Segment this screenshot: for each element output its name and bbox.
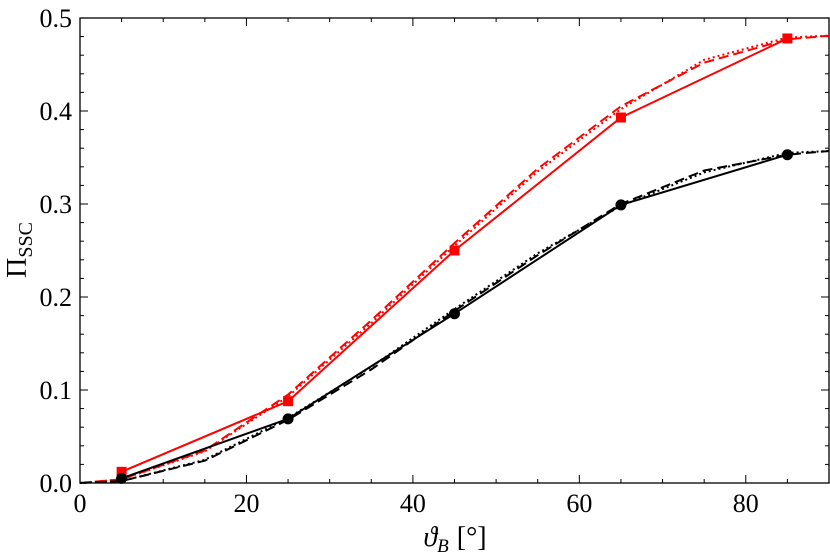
square-marker bbox=[782, 33, 793, 44]
series-group bbox=[79, 34, 830, 484]
x-axis-title: ϑB [°] bbox=[423, 522, 486, 554]
x-axis-unit: [°] bbox=[457, 522, 487, 553]
y-axis-subscript: SSC bbox=[15, 222, 37, 258]
circle-marker bbox=[449, 308, 460, 320]
tick-labels: 0 20 40 60 80 0.0 0.1 0.2 0.3 0.4 0.5 bbox=[40, 4, 759, 518]
square-marker bbox=[283, 396, 294, 407]
markers-group bbox=[116, 33, 793, 484]
y-tick-label: 0.1 bbox=[40, 376, 73, 405]
square-marker bbox=[615, 112, 626, 123]
y-axis-symbol: Π bbox=[2, 258, 33, 278]
square-marker bbox=[449, 245, 460, 256]
x-tick-label: 0 bbox=[74, 489, 87, 518]
x-tick-label: 60 bbox=[566, 489, 592, 518]
circle-marker bbox=[116, 472, 128, 484]
axis-ticks bbox=[79, 17, 830, 484]
x-axis-symbol: ϑ bbox=[423, 522, 438, 553]
square-marker bbox=[116, 466, 127, 477]
x-tick-label: 40 bbox=[400, 489, 426, 518]
y-tick-label: 0.5 bbox=[40, 4, 73, 33]
y-tick-label: 0.2 bbox=[40, 283, 73, 312]
series-line-dashed-4 bbox=[79, 150, 830, 484]
y-tick-label: 0.4 bbox=[40, 97, 73, 126]
series-line-dotted-2 bbox=[79, 34, 830, 484]
x-axis-subscript: B bbox=[437, 536, 449, 554]
x-tick-label: 80 bbox=[733, 489, 759, 518]
y-axis-title: ΠSSC bbox=[2, 222, 37, 278]
y-tick-label: 0.0 bbox=[40, 469, 73, 498]
circle-marker bbox=[615, 199, 627, 211]
circle-marker bbox=[282, 413, 294, 425]
y-tick-label: 0.3 bbox=[40, 190, 73, 219]
circle-marker bbox=[781, 149, 793, 161]
series-line-dashed-1 bbox=[79, 34, 830, 484]
x-tick-label: 20 bbox=[233, 489, 259, 518]
